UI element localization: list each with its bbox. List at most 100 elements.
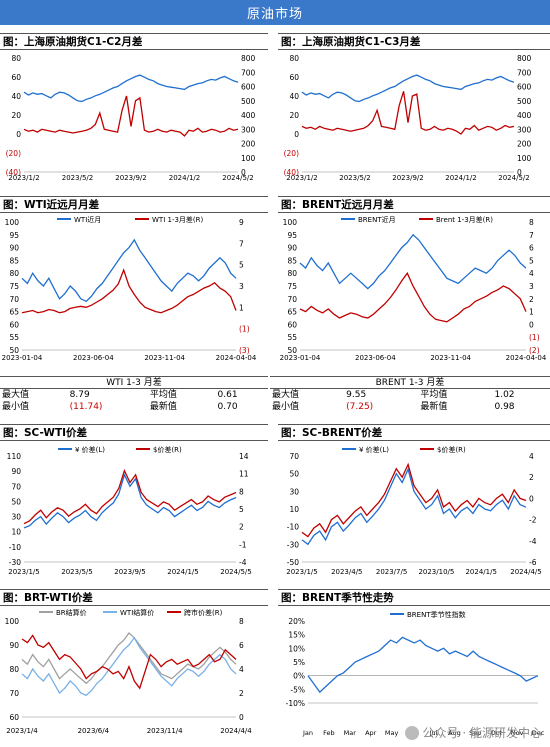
legend-label: $价差(R) bbox=[437, 445, 466, 454]
chart-brt-wti: 100 90 80 70 60 8 6 4 2 0 2023/1/4 2023/6/4 2023/11/… bbox=[0, 607, 268, 747]
y-tick-left: (20) bbox=[284, 149, 299, 158]
y-tick-right: 0 bbox=[529, 494, 534, 503]
x-tick: 2024/1/5 bbox=[465, 568, 496, 576]
chart-sc-c1c2: 80 60 40 20 0 (20) (40) 800 700 600 500 400 300 200 10… bbox=[0, 52, 268, 187]
y-tick-left: 70 bbox=[289, 452, 299, 461]
legend-label: BRENT季节性指数 bbox=[407, 610, 466, 619]
stats-brent-title: BRENT 1-3 月差 bbox=[270, 376, 550, 389]
legend-label: ¥ 价差(L) bbox=[359, 445, 389, 454]
y-tick-right: (1) bbox=[239, 325, 250, 334]
y-tick-left: 15% bbox=[288, 631, 305, 640]
y-tick-right: 7 bbox=[239, 239, 244, 248]
series-line bbox=[307, 636, 539, 694]
y-tick-left: 80 bbox=[287, 269, 297, 278]
series-line bbox=[301, 91, 515, 135]
y-tick-right: 8 bbox=[239, 617, 244, 626]
series-line bbox=[23, 473, 237, 529]
y-tick-left: 75 bbox=[9, 282, 19, 291]
x-tick: 2023/9/2 bbox=[115, 174, 146, 182]
y-tick-right: -4 bbox=[529, 537, 537, 546]
series-line bbox=[23, 74, 239, 103]
y-tick-left: 30 bbox=[289, 487, 299, 496]
x-tick: Aug bbox=[448, 729, 461, 737]
legend-label: Brent 1-3月差(R) bbox=[436, 215, 493, 224]
y-tick-right: 0 bbox=[517, 168, 522, 177]
y-tick-right: 0 bbox=[529, 320, 534, 329]
chart-wti-spread: 100 95 90 85 80 75 70 65 60 55 50 9 7 5 3 1 (1) (3) 2023-0… bbox=[0, 214, 268, 374]
stats-wti-title: WTI 1-3 月差 bbox=[0, 376, 268, 389]
y-tick-right: 2 bbox=[239, 523, 244, 532]
section-banner: 原油市场 bbox=[0, 0, 550, 25]
y-tick-left: -50 bbox=[287, 558, 299, 567]
legend-label: BR结算价 bbox=[56, 608, 87, 617]
y-tick-left: 60 bbox=[9, 320, 19, 329]
y-tick-right: 700 bbox=[517, 68, 532, 77]
legend-label: 跨市价差(R) bbox=[184, 608, 223, 617]
x-tick: 2024/5/2 bbox=[498, 174, 529, 182]
legend-label: ¥ 价差(L) bbox=[75, 445, 105, 454]
y-tick-left: 30 bbox=[11, 513, 21, 522]
y-tick-right: (1) bbox=[529, 333, 540, 342]
chart-sc-brent: 70 50 30 10 -10 -30 -50 4 2 0 -2 -4 -6 2023/1/5 2023/4… bbox=[278, 442, 550, 584]
x-tick: Sep bbox=[469, 729, 481, 737]
y-tick-right: 400 bbox=[241, 111, 256, 120]
y-tick-left: 50 bbox=[289, 470, 299, 479]
series-line bbox=[21, 632, 237, 685]
x-tick: 2023-06-04 bbox=[73, 354, 114, 362]
x-tick: 2024/1/5 bbox=[167, 568, 198, 576]
x-tick: 2023-06-04 bbox=[355, 354, 396, 362]
y-tick-right: (2) bbox=[529, 346, 540, 355]
y-tick-left: 40 bbox=[11, 92, 21, 101]
series-line bbox=[21, 634, 237, 690]
stat-value: 1.02 bbox=[494, 390, 515, 400]
y-tick-left: (40) bbox=[284, 168, 299, 177]
chart-brent-seasonal: 20%15%10%5%0%-5%-10%JanFebMarAprMayJunJu… bbox=[278, 607, 550, 747]
stat-value: 8.79 bbox=[69, 390, 90, 400]
y-tick-left: 90 bbox=[9, 641, 19, 650]
y-tick-right: 0 bbox=[241, 168, 246, 177]
y-tick-left: 60 bbox=[289, 73, 299, 82]
y-tick-left: 20% bbox=[288, 617, 305, 626]
stat-label: 最大值 bbox=[272, 390, 300, 400]
stat-label: 平均值 bbox=[149, 390, 177, 400]
y-tick-right: 6 bbox=[239, 641, 244, 650]
y-tick-left: 70 bbox=[9, 295, 19, 304]
series-line bbox=[21, 268, 237, 314]
y-tick-right: 500 bbox=[241, 97, 256, 106]
y-tick-left: 90 bbox=[11, 467, 21, 476]
y-tick-right: 100 bbox=[241, 154, 256, 163]
y-tick-left: 10% bbox=[288, 644, 305, 653]
y-tick-left: 50 bbox=[287, 346, 297, 355]
stats-brent: BRENT 1-3 月差 最大值 9.55 平均值 1.02 最小值 (7.25) 最新值… bbox=[270, 376, 550, 413]
y-tick-left: 20 bbox=[289, 111, 299, 120]
x-tick: Jan bbox=[302, 729, 313, 737]
y-tick-right: -1 bbox=[239, 540, 247, 549]
y-tick-left: 80 bbox=[9, 665, 19, 674]
x-tick: 2023/5/5 bbox=[61, 568, 92, 576]
y-tick-right: 500 bbox=[517, 97, 532, 106]
y-tick-right: 600 bbox=[517, 83, 532, 92]
x-tick: 2024-04-04 bbox=[506, 354, 547, 362]
legend-label: $价差(R) bbox=[153, 445, 182, 454]
y-tick-left: 70 bbox=[287, 295, 297, 304]
series-line bbox=[299, 233, 527, 290]
y-tick-left: 70 bbox=[9, 689, 19, 698]
y-tick-right: 100 bbox=[517, 154, 532, 163]
chart-header-sc-brent: 图：SC-BRENT价差 bbox=[278, 424, 550, 441]
y-tick-left: 90 bbox=[287, 244, 297, 253]
x-tick: 2023/7/5 bbox=[376, 568, 407, 576]
y-tick-left: 100 bbox=[5, 617, 20, 626]
y-tick-right: 5 bbox=[239, 261, 244, 270]
x-tick: Feb bbox=[323, 729, 335, 737]
x-tick: 2024/5/5 bbox=[220, 568, 251, 576]
legend-label: WTI近月 bbox=[74, 215, 101, 224]
chart-header-brent-seasonal: 图：BRENT季节性走势 bbox=[278, 589, 550, 606]
y-tick-left: 100 bbox=[5, 218, 20, 227]
chart-header-wti: 图：WTI近远月月差 bbox=[0, 196, 268, 213]
y-tick-left: 40 bbox=[289, 92, 299, 101]
y-tick-right: 4 bbox=[529, 452, 534, 461]
x-tick: 2023/1/2 bbox=[286, 174, 317, 182]
y-tick-left: 60 bbox=[11, 73, 21, 82]
x-tick: 2024/4/4 bbox=[220, 727, 252, 735]
y-tick-left: (20) bbox=[6, 149, 21, 158]
